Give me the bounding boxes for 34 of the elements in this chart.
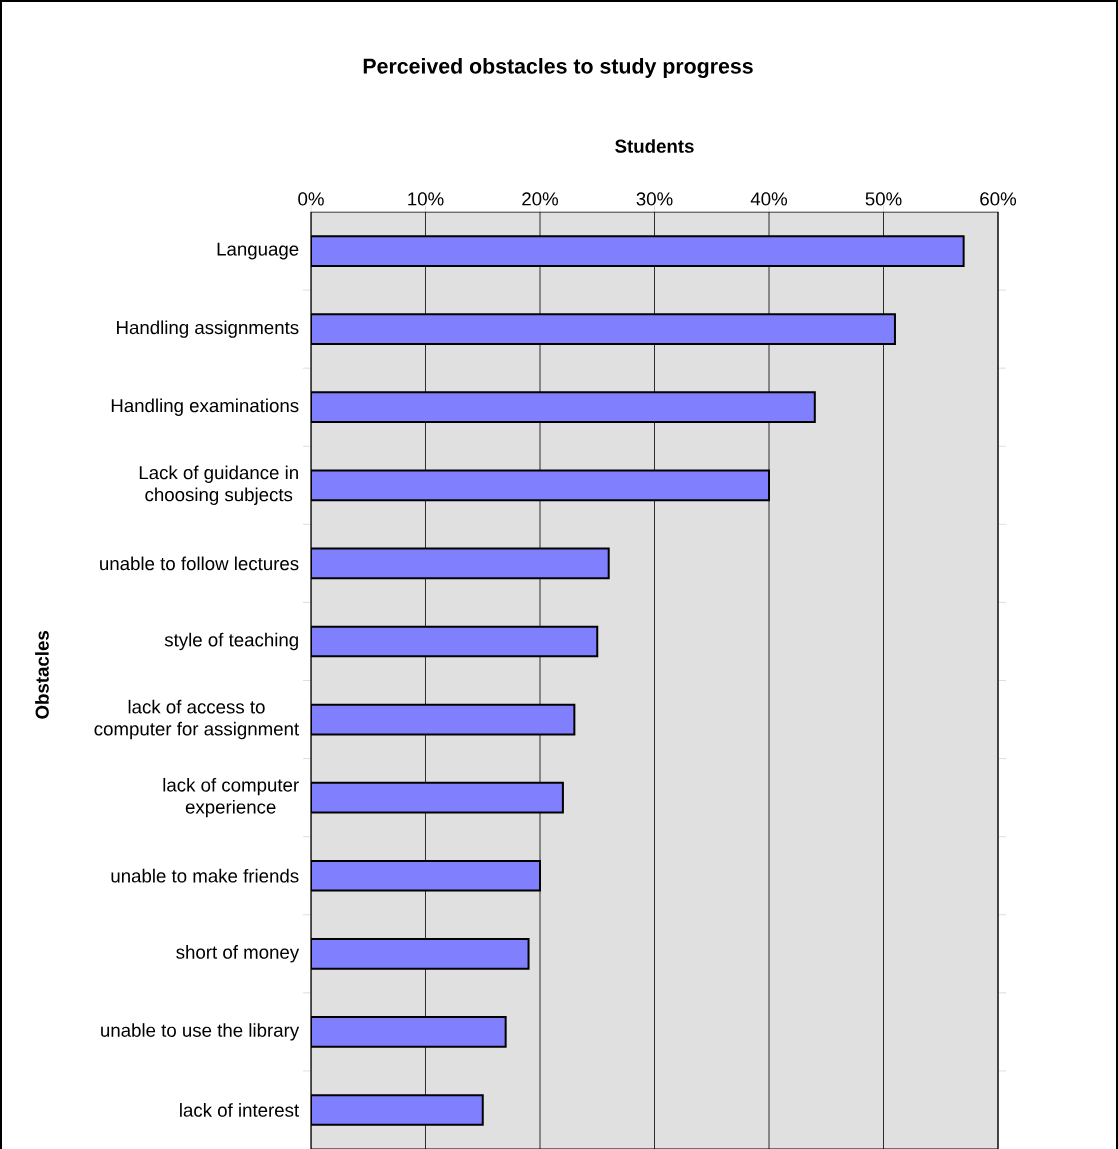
y-tick-label: style of teaching	[164, 632, 298, 651]
bar	[311, 313, 896, 345]
x-tick-label: 20%	[522, 192, 559, 206]
x-axis-title: Students	[615, 139, 694, 153]
y-tick-label: lack of computer experience	[163, 777, 299, 818]
y-tick-label: unable to follow lectures	[100, 556, 299, 571]
y-tick-label: lack of interest	[180, 1103, 300, 1117]
bar	[311, 937, 530, 970]
bar	[311, 469, 771, 502]
y-tick-label: Language	[217, 242, 299, 260]
x-tick-label: 10%	[408, 192, 444, 206]
x-tick-label: 0%	[298, 192, 324, 206]
x-tick-label: 50%	[865, 192, 902, 206]
bar	[311, 1016, 507, 1048]
y-tick-label: Handling assignments	[117, 320, 299, 338]
y-tick-label: lack of access to computer for assignment	[94, 699, 300, 740]
chart-title: Perceived obstacles to study progress	[363, 58, 753, 78]
y-axis-title: Obstacles	[35, 631, 49, 719]
bar	[311, 547, 610, 580]
y-tick-label: unable to make friends	[111, 868, 299, 883]
y-tick-label: short of money	[176, 945, 300, 963]
y-tick-label: Lack of guidance in choosing subjects	[139, 465, 298, 505]
y-tick-label: unable to use the library	[101, 1023, 300, 1041]
x-tick-label: 60%	[980, 192, 1017, 206]
bar	[311, 703, 576, 736]
bar	[311, 1094, 484, 1126]
bar	[311, 235, 965, 267]
x-tick-label: 40%	[750, 192, 788, 206]
bar	[311, 391, 816, 424]
y-tick-label: Handling examinations	[111, 398, 299, 416]
bar	[311, 781, 564, 814]
x-tick-label: 30%	[636, 192, 673, 206]
bar	[311, 859, 541, 892]
bar	[311, 625, 599, 658]
